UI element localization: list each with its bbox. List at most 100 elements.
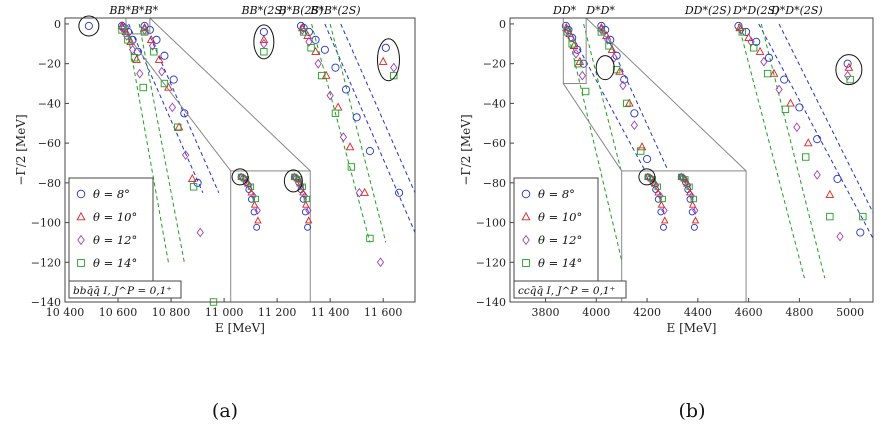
point-a-s1-9: [187, 173, 197, 183]
inset-point-b-s3-g0-3: [659, 195, 666, 203]
highlight-circle-b-0: [595, 55, 615, 81]
legend-label-a-3: θ = 14°: [93, 256, 137, 270]
inset-point-b-s0-g1-6: [690, 223, 698, 231]
y-tick-label-a-4: −80: [38, 177, 61, 190]
legend-label-a-2: θ = 12°: [93, 233, 137, 247]
caption-b: (b): [679, 400, 706, 422]
point-a-s0-6: [140, 21, 149, 30]
legend-box-b: [513, 177, 599, 283]
point-b-s2-17: [843, 70, 852, 81]
legend-a: θ = 8° θ = 10° θ = 12° θ = 14°: [68, 177, 154, 283]
plot-frame-b: [509, 17, 874, 303]
point-b-s1-4: [597, 23, 606, 32]
point-b-s2-13: [775, 84, 783, 95]
y-axis-label-b: −Γ/2 [MeV]: [459, 114, 473, 185]
point-b-s0-10: [630, 109, 639, 118]
point-b-s0-22: [856, 228, 865, 237]
y-tick-label-a-1: −20: [38, 58, 61, 71]
point-b-s0-0: [561, 21, 570, 30]
point-a-s3-12: [307, 44, 315, 52]
inset-point-b-s1-g1-5: [691, 216, 700, 224]
point-b-s2-3: [578, 70, 586, 81]
point-a-s1-0: [117, 21, 127, 30]
legend-marker-a-3: [77, 259, 85, 267]
threshold-label-b-1: D*D*: [585, 4, 615, 17]
point-a-s0-20: [342, 85, 351, 94]
point-a-s2-15: [339, 132, 348, 143]
point-a-s2-16: [355, 187, 363, 198]
y-tick-label-b-7: −140: [476, 296, 506, 309]
inset-point-b-s2-g1-0: [678, 172, 685, 182]
point-b-s0-17: [780, 75, 789, 84]
quantum-numbers-b: ccq̄q̄ I, J^P = 0,1⁺: [518, 285, 615, 297]
axis-ticks-a: 10 400 10 600 10 800 11 000 11 200 11 400 11 6…: [31, 18, 403, 319]
point-a-s2-8: [182, 150, 190, 160]
axis-ticks-b: 3800 4000 4200 4400 4600 4800 5000 0 −20 −40 −60 −8…: [476, 18, 864, 319]
point-b-s3-11: [750, 44, 758, 52]
point-b-s3-14: [802, 153, 810, 161]
zoom-inset-a: [230, 170, 311, 303]
quantum-numbers-box-a: bbq̄q̄ I, J^P = 0,1⁺: [68, 280, 182, 299]
threshold-label-b-4: D*D*(2S): [770, 4, 823, 17]
x-tick-label-b-6: 5000: [836, 306, 864, 319]
point-b-s0-16: [764, 53, 773, 62]
point-b-s2-15: [813, 169, 821, 180]
inset-point-a-s2-g1-4: [305, 206, 312, 215]
point-a-s0-10: [169, 75, 178, 84]
x-tick-label-a-3: 11 000: [205, 306, 244, 319]
threshold-label-a-1: B*B*: [130, 4, 159, 17]
x-tick-label-a-0: 10 400: [46, 306, 85, 319]
legend-b: θ = 8° θ = 10° θ = 12° θ = 14°: [513, 177, 599, 283]
inset-points-a: [237, 172, 313, 231]
point-a-s3-16: [366, 234, 374, 243]
point-b-s2-16: [836, 231, 844, 242]
inset-point-a-s0-g1-5: [301, 208, 309, 216]
point-b-s0-7: [606, 35, 615, 44]
point-b-s3-5: [605, 42, 613, 50]
point-a-s0-22: [365, 147, 374, 156]
point-a-s1-2: [126, 36, 136, 45]
point-b-s0-19: [813, 135, 822, 144]
x-tick-label-a-4: 11 200: [258, 306, 297, 319]
point-b-s3-6: [612, 65, 621, 74]
threshold-label-b-0: DD*: [552, 4, 577, 17]
legend-marker-b-3: [522, 259, 530, 267]
highlight-circle-a-0: [78, 15, 100, 37]
point-b-s1-17: [825, 189, 835, 198]
point-a-s1-16: [345, 142, 355, 151]
point-a-s1-15: [333, 102, 343, 111]
legend-label-a-0: θ = 8°: [93, 187, 130, 201]
point-a-s2-5: [148, 40, 157, 51]
point-a-s0-9: [160, 51, 169, 60]
chart-panel-a: 10 400 10 600 10 800 11 000 11 200 11 400 11 6…: [14, 4, 416, 422]
legend-marker-a-2: [77, 234, 85, 246]
inset-point-b-s0-g0-5: [657, 208, 665, 216]
point-b-s0-3: [573, 45, 582, 54]
point-b-s2-1: [567, 32, 575, 43]
caption-a: (a): [212, 400, 238, 422]
inset-point-a-s3-g1-1: [295, 176, 302, 183]
point-a-s2-2: [128, 44, 137, 55]
point-a-s3-15: [347, 163, 356, 171]
y-tick-label-b-6: −120: [476, 256, 506, 269]
point-a-s1-18: [378, 56, 388, 65]
point-b-s2-5: [604, 34, 612, 45]
point-a-s2-10: [260, 38, 268, 49]
dashed-line-b-4: [758, 23, 874, 239]
point-a-s3-5: [150, 48, 158, 56]
dashed-line-b-3: [583, 23, 651, 283]
point-b-s0-21: [843, 59, 852, 68]
zoom-connector-right-b: [585, 17, 747, 172]
data-points-a: [84, 21, 404, 306]
x-tick-label-b-0: 3800: [532, 306, 560, 319]
highlight-circle-inset-b: [638, 168, 656, 186]
y-tick-label-b-5: −100: [476, 217, 506, 230]
x-tick-label-a-5: 11 400: [311, 306, 350, 319]
point-b-s3-13: [781, 105, 790, 114]
point-b-s3-10: [738, 28, 746, 36]
point-b-s0-20: [833, 174, 842, 183]
point-a-s3-7: [173, 123, 182, 131]
point-b-s3-12: [763, 69, 772, 78]
y-tick-label-a-5: −100: [31, 217, 61, 230]
